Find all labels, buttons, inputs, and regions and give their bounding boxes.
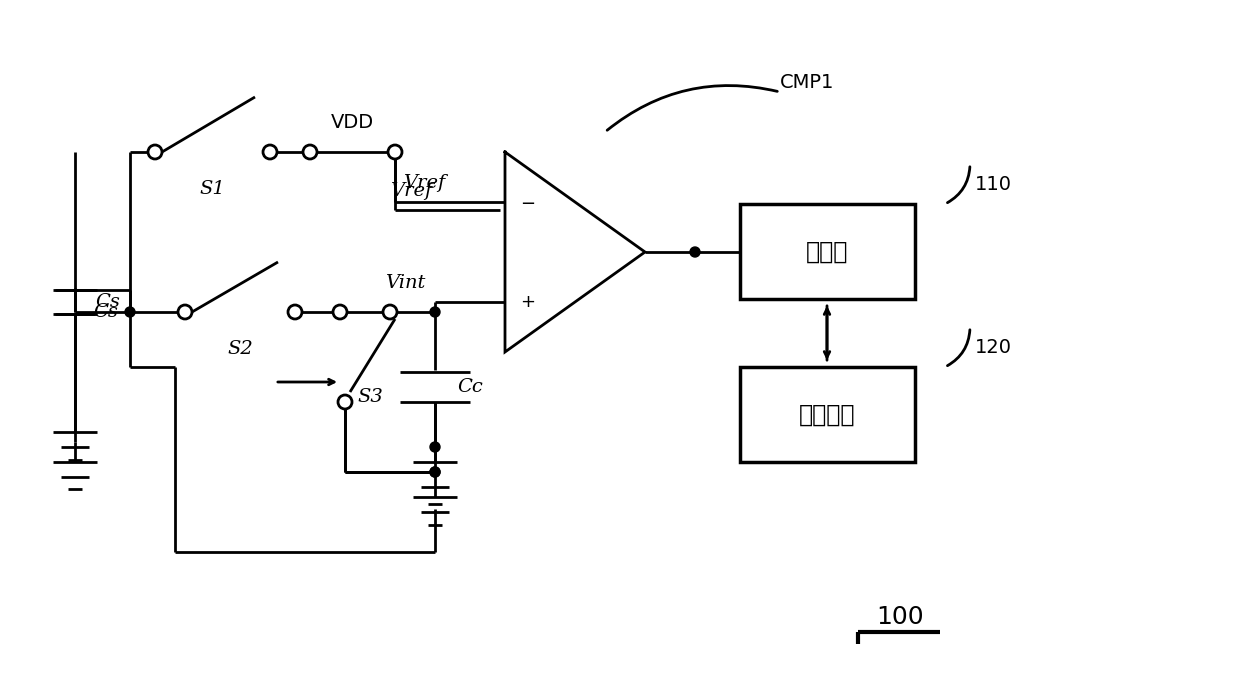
Text: VDD: VDD xyxy=(331,113,374,132)
Circle shape xyxy=(430,467,440,477)
Text: Cs: Cs xyxy=(95,293,120,311)
Circle shape xyxy=(333,305,347,319)
Text: Cc: Cc xyxy=(457,378,483,396)
Text: Vint: Vint xyxy=(384,274,425,292)
Text: Vref: Vref xyxy=(390,181,432,200)
Circle shape xyxy=(287,305,302,319)
Circle shape xyxy=(178,305,192,319)
Text: 110: 110 xyxy=(975,175,1012,194)
Circle shape xyxy=(125,307,135,317)
Circle shape xyxy=(304,145,317,159)
Circle shape xyxy=(147,145,162,159)
Text: 计数器: 计数器 xyxy=(805,240,849,264)
Circle shape xyxy=(263,145,278,159)
Text: Vref: Vref xyxy=(403,174,445,192)
Circle shape xyxy=(388,145,401,159)
Text: 控制电路: 控制电路 xyxy=(799,403,855,427)
Bar xyxy=(740,204,914,299)
Text: 120: 120 xyxy=(975,338,1012,357)
Text: S3: S3 xyxy=(357,388,383,406)
Circle shape xyxy=(690,247,700,257)
Text: 100: 100 xyxy=(876,605,924,629)
Text: $-$: $-$ xyxy=(520,193,535,211)
Text: CMP1: CMP1 xyxy=(781,72,834,91)
Circle shape xyxy=(338,395,352,409)
Circle shape xyxy=(430,442,440,452)
Circle shape xyxy=(383,305,396,319)
Text: $+$: $+$ xyxy=(520,293,535,311)
Text: S1: S1 xyxy=(199,180,224,198)
Text: Cs: Cs xyxy=(93,303,118,321)
Bar xyxy=(740,367,914,462)
Circle shape xyxy=(430,467,440,477)
Circle shape xyxy=(430,307,440,317)
Text: S2: S2 xyxy=(227,340,253,358)
